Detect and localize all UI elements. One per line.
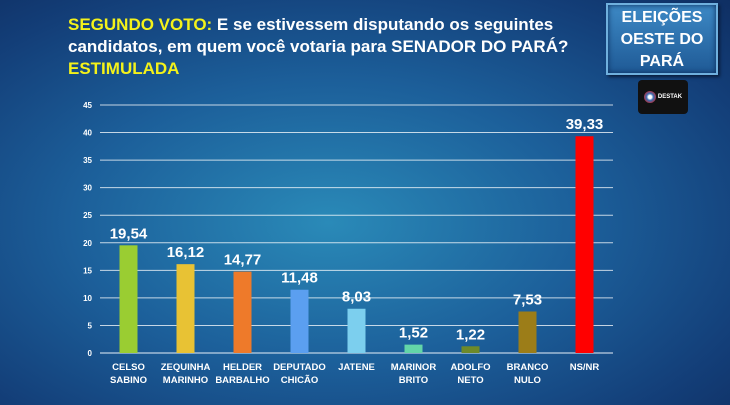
- y-tick-label: 0: [88, 349, 93, 358]
- x-tick-label: ADOLFO: [450, 362, 490, 373]
- bar: [233, 271, 252, 353]
- data-label: 19,54: [110, 225, 148, 242]
- x-tick-label: BRANCO: [507, 362, 549, 373]
- data-label: 14,77: [224, 252, 262, 269]
- x-tick-label: NETO: [457, 375, 483, 386]
- bar: [575, 136, 594, 353]
- bar: [347, 308, 366, 353]
- data-label: 16,12: [167, 244, 205, 261]
- y-tick-label: 45: [83, 101, 92, 110]
- y-tick-label: 25: [83, 211, 92, 220]
- bar: [404, 344, 423, 353]
- data-label: 39,33: [566, 116, 604, 133]
- x-tick-label: MARINOR: [391, 362, 437, 373]
- y-tick-label: 35: [83, 156, 92, 165]
- destak-logo: DESTAK: [638, 80, 688, 114]
- y-tick-label: 40: [83, 129, 92, 138]
- data-label: 1,52: [399, 325, 428, 342]
- y-tick-label: 30: [83, 184, 92, 193]
- x-tick-label: CHICÃO: [281, 375, 318, 386]
- data-label: 11,48: [281, 270, 318, 287]
- bar: [461, 346, 480, 353]
- data-label: 8,03: [342, 289, 371, 306]
- bar: [176, 264, 195, 353]
- x-tick-label: JATENE: [338, 362, 375, 373]
- x-tick-label: HELDER: [223, 362, 262, 373]
- data-label: 1,22: [456, 326, 485, 343]
- x-tick-label: NS/NR: [570, 362, 600, 373]
- x-tick-label: SABINO: [110, 375, 147, 386]
- logo-icon: [643, 91, 656, 103]
- y-tick-label: 15: [83, 266, 92, 275]
- x-tick-label: DEPUTADO: [273, 362, 326, 373]
- y-tick-label: 10: [83, 294, 92, 303]
- bar: [119, 245, 138, 353]
- y-tick-label: 20: [83, 239, 92, 248]
- data-label: 7,53: [513, 292, 542, 309]
- x-tick-label: NULO: [514, 375, 541, 386]
- elections-badge: ELEIÇÕES OESTE DO PARÁ: [606, 3, 718, 75]
- bar: [290, 289, 309, 353]
- x-tick-label: MARINHO: [163, 375, 208, 386]
- bar: [518, 311, 537, 353]
- x-tick-label: ZEQUINHA: [161, 362, 211, 373]
- x-tick-label: CELSO: [112, 362, 145, 373]
- x-tick-label: BRITO: [399, 375, 428, 386]
- chart-title: SEGUNDO VOTO: E se estivessem disputando…: [68, 15, 569, 78]
- y-tick-label: 5: [88, 321, 93, 330]
- x-tick-label: BARBALHO: [215, 375, 269, 386]
